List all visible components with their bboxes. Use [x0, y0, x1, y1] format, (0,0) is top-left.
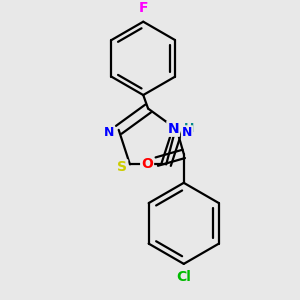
Text: N: N	[167, 122, 179, 136]
Text: N: N	[182, 126, 192, 139]
Text: S: S	[117, 160, 127, 174]
Text: N: N	[104, 126, 114, 139]
Text: Cl: Cl	[176, 270, 191, 284]
Text: F: F	[139, 1, 148, 15]
Text: O: O	[141, 157, 153, 170]
Text: H: H	[184, 122, 195, 135]
